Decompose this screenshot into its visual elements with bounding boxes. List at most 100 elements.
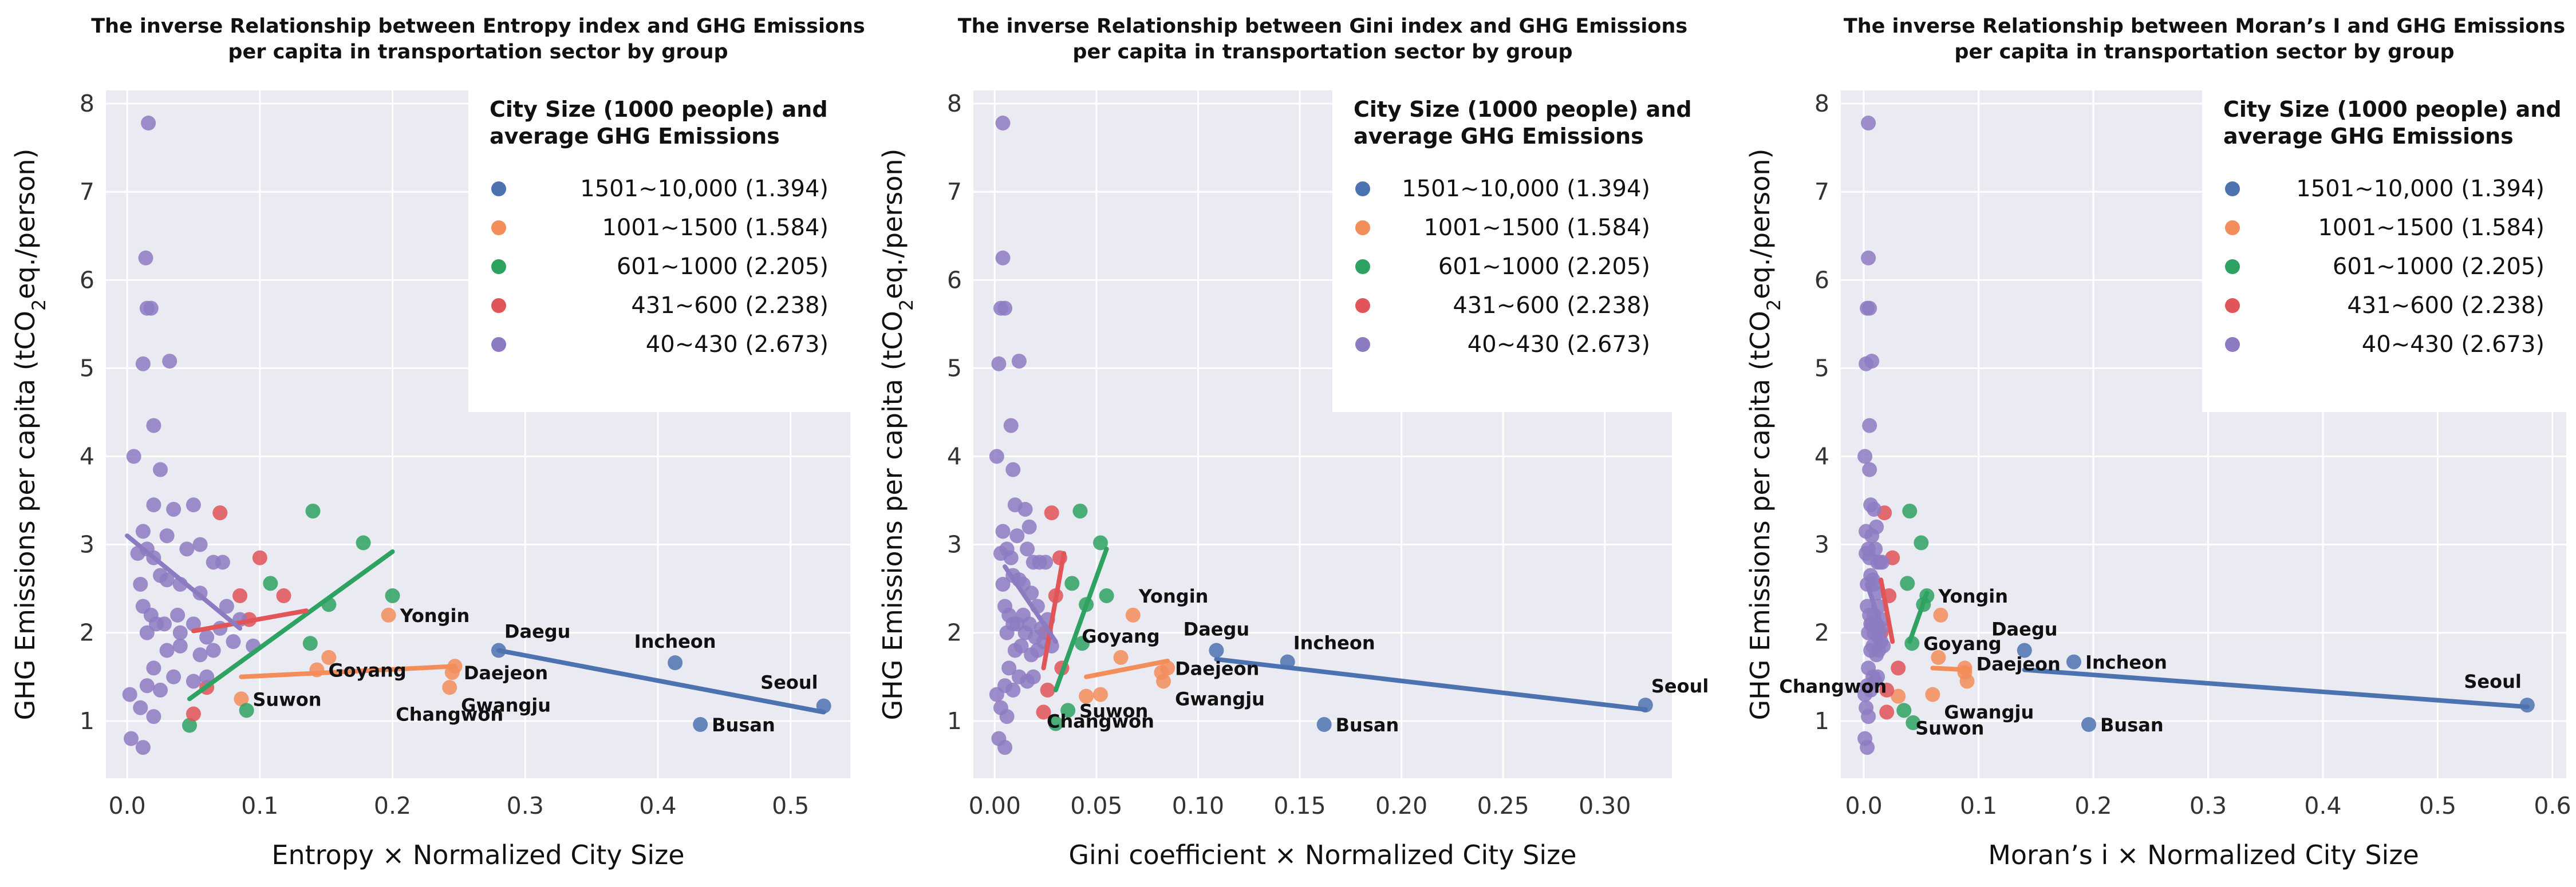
fit-line [1907,591,1930,644]
data-point [186,706,201,722]
x-tick-label: 0.1 [1960,792,1997,819]
y-axis-label: GHG Emissions per capita (tCO2eq./person… [1745,148,1785,720]
data-point [302,636,318,651]
data-point [1003,418,1019,433]
city-label: Goyang [1082,625,1159,647]
y-axis-label-subscript: 2 [28,299,50,311]
city-label: Incheon [634,631,716,652]
fit-line [1053,547,1109,692]
data-point [1891,660,1906,676]
data-point [146,497,161,513]
data-point [1862,462,1877,477]
city-label: Daejeon [1977,653,2061,675]
data-point [1862,418,1877,433]
data-point [159,572,175,588]
fit-line [239,664,457,679]
data-point [232,588,248,604]
data-point [995,116,1011,131]
data-point [1156,674,1171,689]
data-point [122,687,137,702]
data-point [179,541,195,557]
data-point [139,678,155,694]
series-5 [1857,116,1891,755]
y-tick-label: 4 [80,443,94,470]
city-label: Yongin [400,605,470,627]
x-tick-label: 0.5 [772,792,809,819]
y-tick-label: 1 [1814,707,1829,735]
y-tick-label: 5 [947,354,962,382]
data-point [989,687,1004,702]
legend-marker [2225,259,2240,274]
fit-line [191,608,309,633]
data-point [1906,715,1921,730]
data-point [2066,654,2081,670]
legend-title: City Size (1000 people) and [2223,97,2562,122]
y-tick-label: 2 [947,619,962,647]
data-point [305,504,321,519]
data-point [215,555,230,570]
data-point [1861,250,1876,266]
y-tick-label: 4 [947,443,962,470]
data-point [263,576,278,591]
x-axis-label: Entropy × Normalized City Size [271,840,684,870]
x-tick-label: 0.4 [2304,792,2341,819]
data-point [993,546,1008,561]
data-point [135,740,151,755]
legend-box [1332,90,1672,412]
data-point [1025,669,1041,684]
city-label: Changwon [1779,676,1887,698]
city-label: Daegu [1991,619,2058,640]
data-point [1017,625,1033,640]
city-label: Gwangju [1944,702,2034,723]
data-point [1860,740,1875,755]
data-point [1862,300,1877,316]
data-point [172,625,188,640]
data-point [997,740,1013,755]
y-tick-label: 7 [1814,178,1829,205]
legend-label: 601~1000 (2.205) [1438,254,1650,280]
data-point [1864,528,1880,544]
y-axis-label: GHG Emissions per capita (tCO2eq./person… [10,148,50,720]
data-point [1316,716,1332,732]
y-tick-label: 8 [947,90,962,117]
chart-panel-3: 0.0 0.1 0.2 0.3 0.4 0.5 0.6 1 2 3 4 5 6 7 8 The inverse… [1745,15,2571,870]
chart-title: The inverse Relationship between Gini in… [958,15,1687,38]
data-point [146,709,161,724]
data-point [1891,688,1906,704]
y-tick-label: 1 [947,707,962,735]
y-tick-label: 5 [1814,354,1829,382]
data-point [192,647,208,663]
data-point [1861,116,1876,131]
legend-marker [2225,337,2240,352]
city-label: Daejeon [464,662,548,684]
data-point [153,682,168,698]
y-tick-label: 7 [947,178,962,205]
data-point [182,718,197,733]
y-tick-label: 4 [1814,443,1829,470]
city-label: Gwangju [1175,688,1265,710]
legend-marker [491,259,506,274]
chart-panel-2: 0.00 0.05 0.10 0.15 0.20 0.25 0.30 1 2 3 4 5 6 7 8 The … [877,15,1709,870]
data-point [1044,505,1059,521]
legend-title: City Size (1000 people) and [1354,97,1692,122]
data-point [693,716,708,732]
data-point [206,643,221,658]
fit-line [1879,577,1895,644]
x-tick-label: 0.20 [1375,792,1427,819]
city-label: Seoul [760,672,818,694]
x-tick-label: 0.5 [2419,792,2456,819]
data-point [1914,535,1929,551]
legend-marker [1355,259,1370,274]
legend-label: 40~430 (2.673) [646,331,829,358]
x-tick-label: 0.10 [1172,792,1224,819]
city-label: Incheon [1293,632,1375,654]
legend-label: 1501~10,000 (1.394) [2296,176,2545,202]
data-point [135,524,151,539]
legend-box [468,90,850,412]
series-3 [182,504,400,733]
data-point [1011,354,1027,369]
y-tick-label: 8 [80,90,94,117]
data-point [186,674,201,689]
